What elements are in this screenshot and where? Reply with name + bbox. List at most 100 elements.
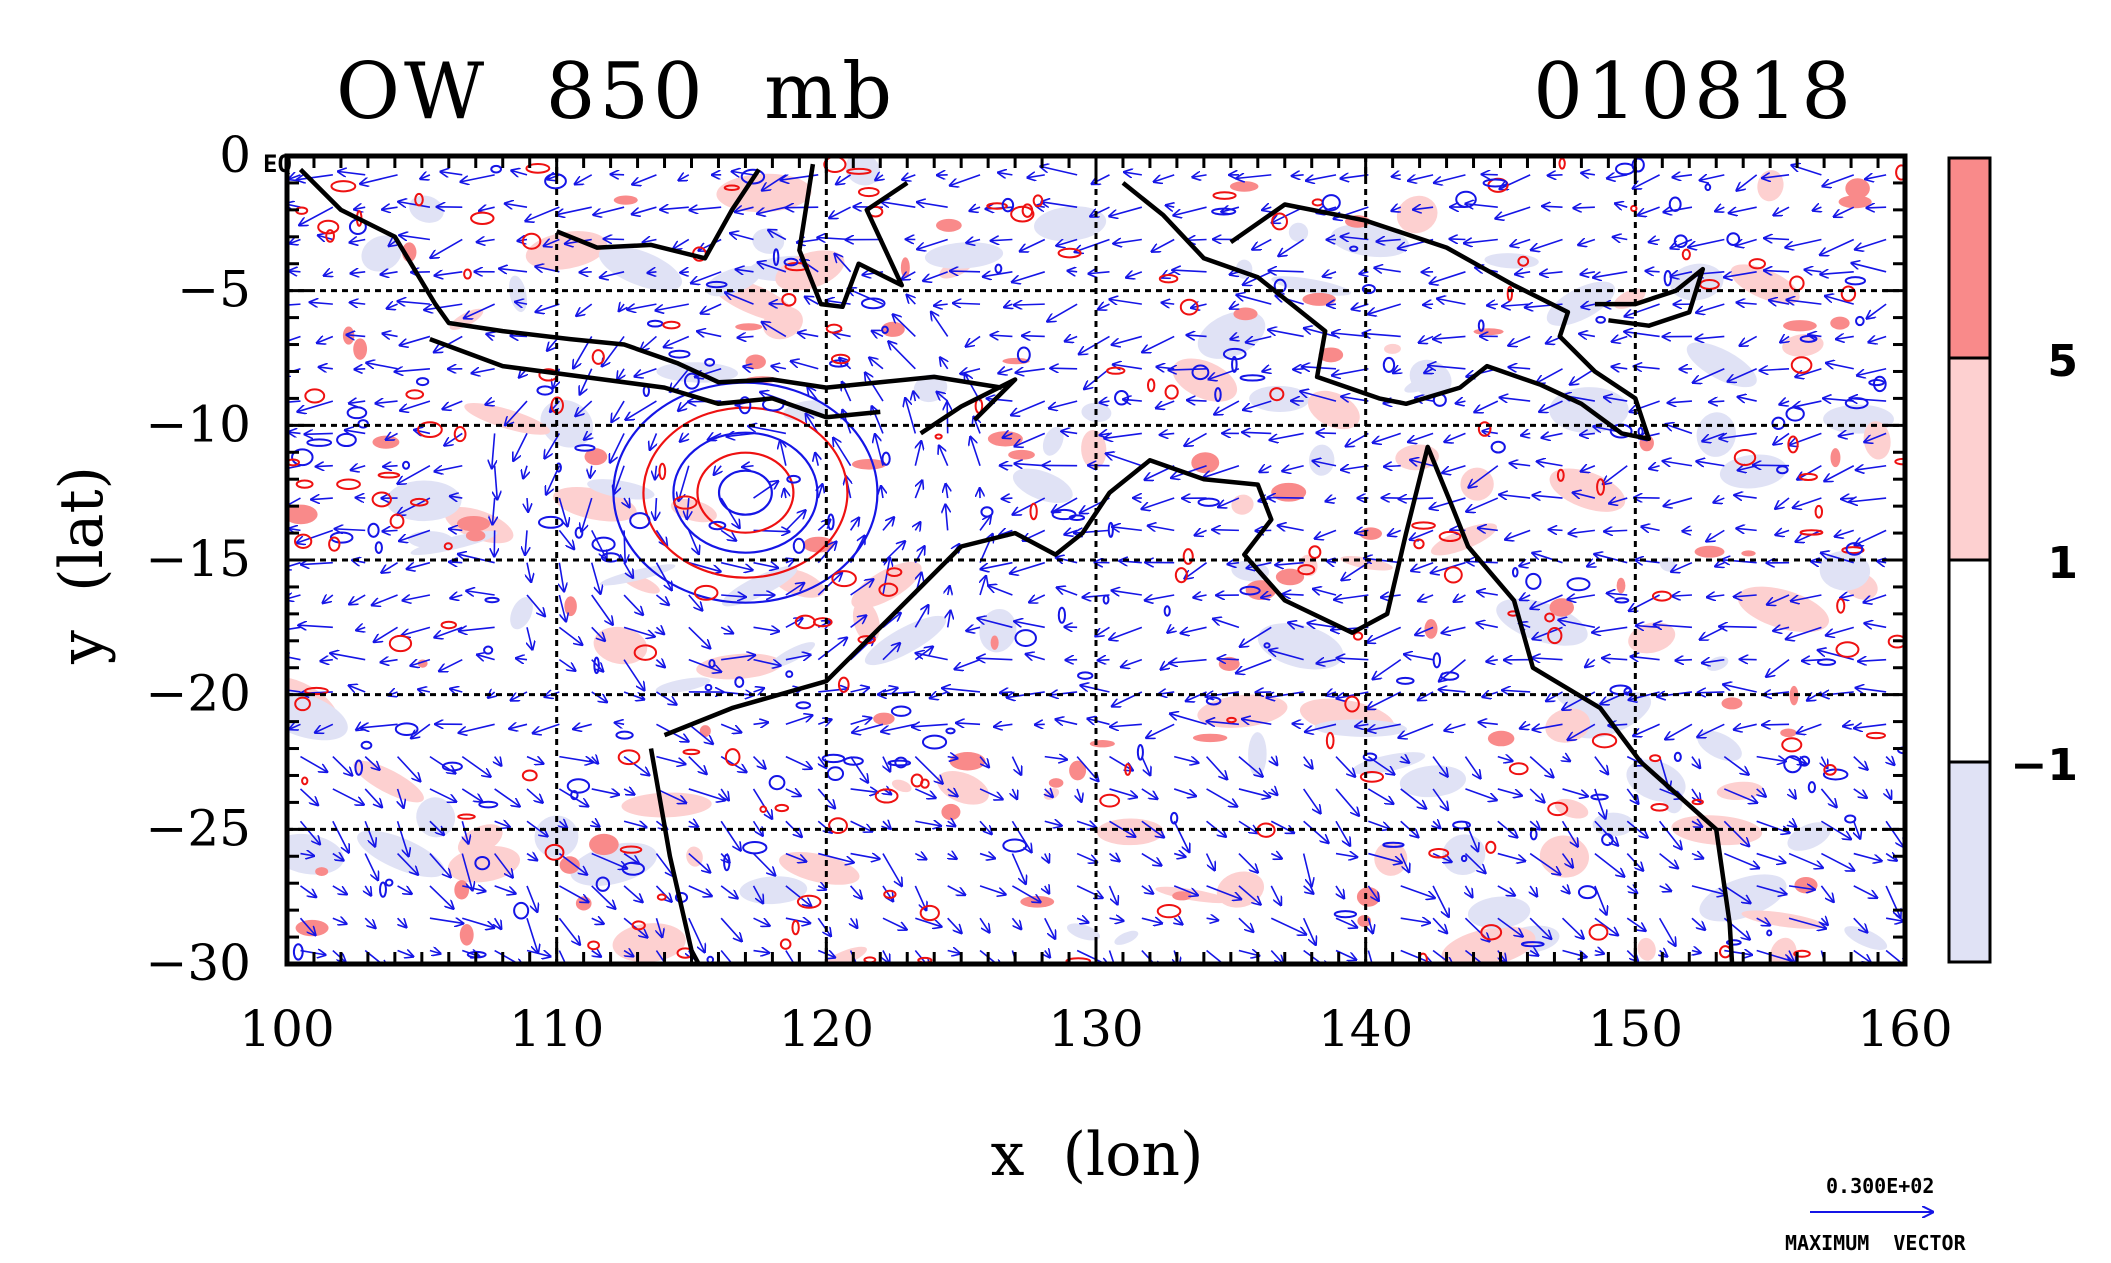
wind-vector [817, 638, 846, 661]
wind-vector [1206, 788, 1237, 806]
wind-vector [1698, 723, 1725, 737]
wind-vector [1204, 464, 1240, 478]
wind-vector [1368, 820, 1389, 828]
wind-vector [1283, 594, 1304, 595]
wind-vector [1445, 723, 1466, 730]
wind-vector [1432, 917, 1447, 933]
wind-vector [850, 688, 869, 692]
wind-vector [1710, 401, 1725, 402]
wind-vector [349, 686, 366, 692]
wind-vector [1569, 530, 1595, 533]
wind-vector [1317, 660, 1337, 664]
wind-vector [1756, 852, 1785, 863]
wind-vector [467, 591, 495, 595]
wind-vector [1105, 433, 1142, 438]
wind-vector [931, 312, 949, 337]
negative-ow-patch [979, 608, 1017, 653]
wind-vector [287, 656, 301, 660]
wind-vector [591, 885, 615, 908]
wind-vector [592, 821, 599, 826]
wind-vector [1108, 950, 1115, 964]
wind-vector [558, 594, 565, 621]
negative-ow-patch [1696, 412, 1736, 457]
wind-vector [1187, 335, 1207, 336]
wind-vector [445, 432, 463, 445]
wind-vector [1563, 757, 1570, 761]
wind-vector [317, 336, 334, 342]
wind-vector [1477, 623, 1498, 627]
wind-vector [850, 580, 873, 596]
wind-vector [1537, 368, 1563, 383]
negative-ow-patch [1042, 426, 1064, 456]
wind-vector [1548, 175, 1563, 176]
equator-label: EQ [263, 150, 292, 178]
wind-vector [1335, 756, 1355, 777]
wind-vector [1469, 465, 1499, 487]
wind-vector [914, 788, 935, 798]
wind-vector [753, 563, 778, 568]
strong-ow-patch [287, 504, 318, 525]
wind-vector [1789, 950, 1795, 963]
wind-vector [883, 756, 890, 771]
wind-vector [411, 660, 431, 666]
wind-vector [558, 917, 579, 944]
strong-ow-patch [1487, 730, 1515, 747]
strong-ow-patch [1845, 178, 1870, 199]
colorbar-segment-mid-positive [1947, 356, 1992, 562]
wind-vector [1454, 595, 1466, 601]
negative-ow-patch [1288, 222, 1309, 242]
wind-vector [591, 594, 613, 624]
wind-vector [698, 331, 722, 336]
wind-vector [1015, 621, 1045, 629]
positive-ow-patch [1081, 429, 1107, 470]
wind-vector [574, 724, 592, 729]
map-plot-area [287, 156, 1905, 964]
colorbar-label-1: 1 [2047, 538, 2078, 589]
wind-vector [916, 653, 948, 661]
wind-vector [635, 368, 657, 377]
wind-vector [1604, 397, 1628, 401]
wind-vector [1885, 820, 1903, 846]
wind-vector [1581, 433, 1595, 434]
wind-vector [785, 715, 812, 726]
wind-vector [1676, 660, 1693, 661]
wind-vector [1002, 498, 1013, 499]
wind-vector [429, 885, 453, 909]
wind-vector [332, 918, 346, 923]
wind-vector [1478, 528, 1498, 530]
wind-vector [753, 917, 770, 925]
wind-vector [784, 489, 786, 499]
wind-vector [1464, 756, 1480, 778]
wind-vector [1156, 400, 1175, 408]
wind-vector [940, 358, 947, 370]
wind-vector [486, 401, 495, 404]
wind-vector [1573, 493, 1596, 498]
wind-vector [383, 334, 398, 337]
wind-vector [1581, 466, 1596, 471]
wind-vector [752, 820, 763, 835]
strong-ow-patch [1172, 891, 1192, 901]
wind-vector [1789, 821, 1796, 826]
wind-vector [753, 722, 768, 724]
wind-vector [1302, 788, 1321, 813]
wind-vector [1530, 885, 1537, 896]
wind-vector [818, 852, 853, 863]
wind-vector [397, 951, 413, 957]
positive-ow-patch [1863, 421, 1891, 460]
wind-vector [1821, 918, 1827, 924]
wind-vector [623, 626, 654, 636]
wind-vector [947, 757, 957, 759]
wind-vector [1113, 365, 1142, 369]
wind-vector [981, 561, 1013, 569]
wind-vector [882, 917, 906, 929]
wind-vector [1697, 461, 1725, 465]
wind-vector [1794, 400, 1822, 407]
wind-vector [1821, 852, 1853, 871]
wind-vector [558, 529, 573, 548]
wind-vector [1141, 820, 1164, 837]
wind-vector [1270, 885, 1280, 905]
wind-vector [1821, 553, 1854, 564]
wind-vector [315, 723, 334, 732]
wind-vector [1169, 369, 1207, 370]
wind-vector [1205, 853, 1215, 870]
